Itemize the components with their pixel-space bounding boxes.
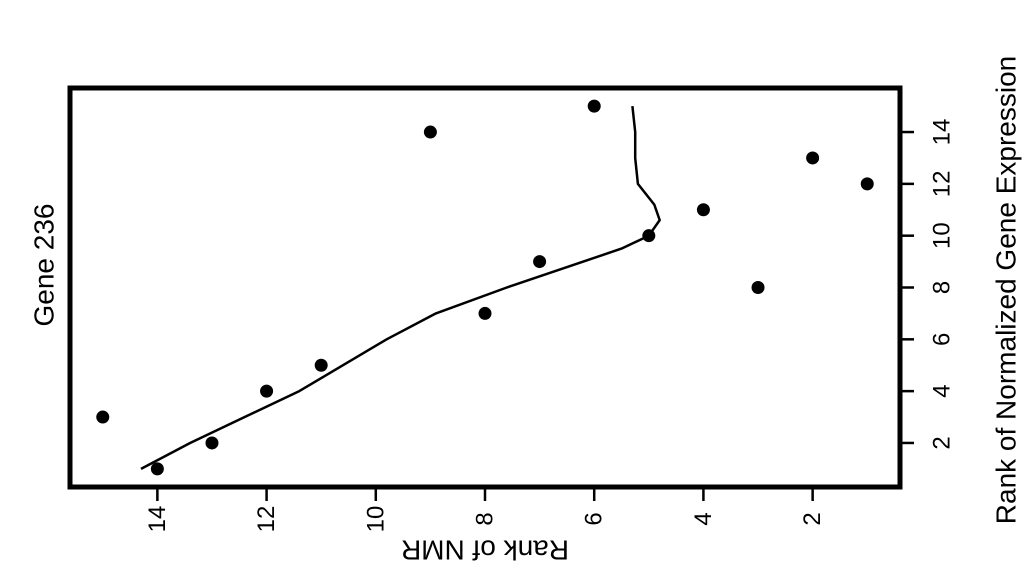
y-tick-label: 10: [362, 506, 389, 533]
x-tick-label: 10: [929, 222, 956, 249]
y-tick-label: 14: [144, 506, 171, 533]
data-point: [205, 436, 219, 450]
data-point: [150, 462, 164, 476]
plot-frame: [67, 85, 903, 490]
data-point: [587, 99, 601, 113]
plot-layer: 2 4 6 8 10 12 14 2 4 6 8 10 12 14: [67, 85, 956, 533]
data-point: [423, 125, 437, 139]
data-point: [806, 151, 820, 165]
data-point: [642, 229, 656, 243]
x-tick-label: 14: [929, 119, 956, 146]
smooth-line: [140, 105, 661, 471]
y-tick-label: 2: [799, 512, 826, 525]
x-axis-title: Rank of Normalized Gene Expression: [991, 56, 1022, 524]
x-tick-label: 4: [929, 384, 956, 397]
data-point: [860, 177, 874, 191]
data-point: [751, 281, 765, 294]
data-point: [533, 255, 547, 269]
x-tick-label: 12: [929, 171, 956, 198]
chart-title: Gene 236: [29, 204, 60, 327]
data-point: [696, 203, 710, 217]
y-tick-label: 4: [690, 512, 717, 525]
y-tick-label: 8: [472, 512, 499, 525]
data-point: [260, 384, 274, 398]
x-tick-label: 8: [929, 281, 956, 294]
data-point: [96, 410, 110, 424]
y-axis-title: Rank of NMR: [401, 535, 569, 566]
y-tick-label: 6: [581, 512, 608, 525]
label-layer: Gene 236 Rank of Normalized Gene Express…: [29, 56, 1022, 566]
y-tick-label: 12: [253, 506, 280, 533]
data-point: [314, 358, 328, 372]
x-tick-label: 6: [929, 333, 956, 346]
x-tick-label: 2: [929, 436, 956, 449]
data-point: [478, 306, 492, 320]
